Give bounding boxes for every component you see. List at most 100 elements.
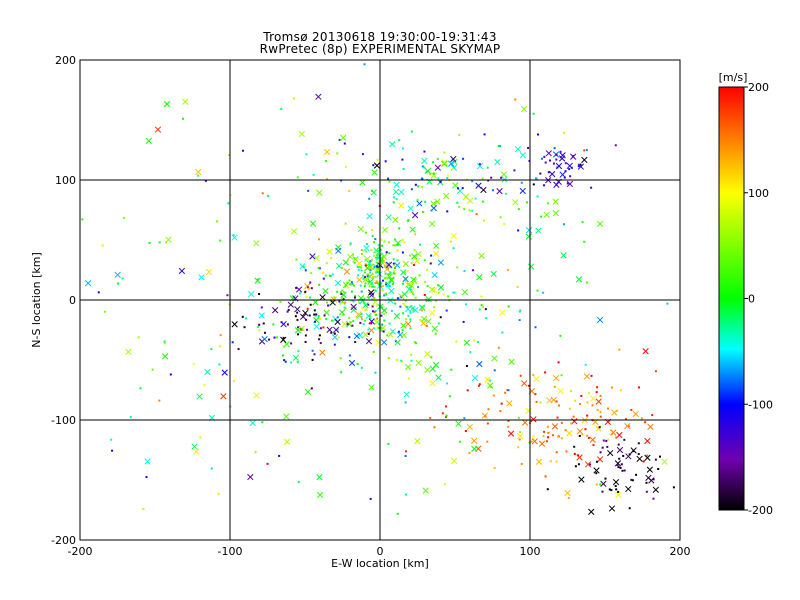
data-point-dot	[357, 274, 360, 277]
data-point-dot	[430, 254, 433, 257]
data-point-x	[294, 306, 301, 313]
data-point-dot	[392, 244, 395, 247]
data-point-x	[596, 456, 604, 463]
data-point-dot	[503, 223, 506, 226]
data-point-x	[231, 321, 238, 328]
data-point-dot	[644, 421, 647, 424]
data-point-x	[331, 334, 339, 341]
data-point-dot	[360, 318, 363, 321]
data-point-x	[429, 286, 436, 293]
data-point-x	[455, 420, 462, 427]
data-point-dot	[340, 371, 343, 374]
data-point-dot	[425, 324, 428, 327]
data-point-dot	[375, 318, 378, 321]
data-point-x	[608, 505, 616, 512]
data-point-dot	[553, 147, 556, 150]
data-point-dot	[338, 300, 341, 303]
data-point-dot	[339, 357, 342, 360]
data-point-x	[566, 162, 573, 170]
data-point-dot	[459, 440, 462, 443]
data-point-dot	[595, 472, 598, 475]
data-point-dot	[486, 440, 489, 443]
data-point-dot	[559, 150, 562, 153]
data-point-dot	[619, 389, 622, 392]
data-point-dot	[411, 281, 414, 284]
data-point-dot	[229, 194, 232, 197]
data-point-dot	[578, 403, 581, 406]
data-point-x	[394, 262, 401, 269]
data-point-dot	[404, 279, 407, 282]
data-point-dot	[445, 309, 448, 312]
grid-lines	[80, 60, 680, 540]
data-point-x	[434, 198, 441, 205]
data-point-x	[405, 320, 412, 328]
data-point-dot	[336, 290, 339, 293]
data-point-dot	[437, 322, 440, 325]
data-point-dot	[601, 446, 604, 449]
data-point-x	[313, 323, 320, 330]
data-point-dot	[635, 473, 638, 476]
data-point-dot	[437, 177, 440, 180]
data-point-dot	[480, 304, 483, 307]
data-point-x	[338, 309, 346, 316]
data-point-dot	[392, 272, 395, 275]
data-point-dot	[439, 316, 442, 319]
data-point-dot	[574, 465, 577, 468]
data-point-dot	[426, 285, 429, 288]
data-point-dot	[203, 384, 206, 387]
data-point-dot	[455, 340, 458, 343]
data-point-dot	[562, 131, 565, 134]
data-point-dot	[307, 189, 310, 192]
data-point-dot	[308, 314, 311, 317]
data-point-x	[387, 331, 394, 338]
data-point-x	[636, 455, 643, 463]
data-point-x	[432, 361, 440, 369]
data-point-dot	[232, 234, 235, 237]
data-point-dot	[630, 408, 633, 411]
data-point-x	[521, 419, 529, 426]
data-point-x	[441, 160, 448, 167]
data-point-dot	[257, 278, 260, 281]
data-point-dot	[348, 354, 351, 357]
data-point-dot	[219, 239, 222, 242]
data-point-dot	[296, 361, 299, 364]
data-point-x	[258, 312, 265, 319]
data-point-x	[433, 242, 440, 250]
data-point-dot	[117, 282, 120, 285]
data-point-dot	[199, 436, 202, 439]
data-point-dot	[392, 201, 395, 204]
data-point-dot	[97, 291, 100, 294]
data-point-dot	[290, 361, 293, 364]
data-point-x	[340, 134, 347, 141]
data-point-x	[401, 290, 408, 298]
data-point-dot	[402, 147, 405, 150]
data-point-dot	[564, 170, 567, 173]
data-point-x	[450, 232, 457, 240]
data-point-dot	[570, 390, 573, 393]
data-point-x	[380, 339, 388, 346]
data-point-dot	[518, 310, 521, 313]
data-point-dot	[307, 286, 310, 289]
data-point-dot	[412, 263, 415, 266]
data-point-x	[205, 268, 213, 276]
data-point-dot	[268, 338, 271, 341]
data-point-dot	[423, 259, 426, 262]
data-point-x	[411, 253, 418, 260]
data-point-dot	[489, 379, 492, 382]
data-point-dot	[357, 301, 360, 304]
data-point-dot	[419, 318, 422, 321]
data-point-dot	[413, 248, 416, 251]
data-point-dot	[478, 308, 481, 311]
data-point-dot	[364, 263, 367, 266]
data-point-dot	[328, 274, 331, 277]
data-point-x	[283, 413, 290, 420]
data-point-dot	[373, 296, 376, 299]
data-point-dot	[369, 497, 372, 500]
data-point-dot	[382, 279, 385, 282]
data-point-dot	[433, 426, 436, 429]
data-point-dot	[482, 219, 485, 222]
data-point-dot	[305, 295, 308, 298]
data-point-dot	[351, 324, 354, 327]
data-point-x	[521, 380, 528, 387]
data-point-dot	[462, 157, 465, 160]
